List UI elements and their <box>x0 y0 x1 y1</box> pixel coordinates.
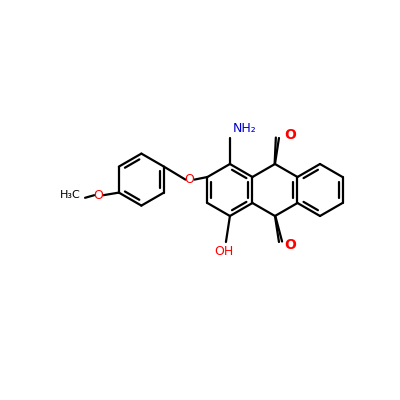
Text: O: O <box>284 128 296 142</box>
Text: H₃C: H₃C <box>60 190 81 200</box>
Text: OH: OH <box>214 245 234 258</box>
Text: NH₂: NH₂ <box>233 122 257 135</box>
Text: O: O <box>184 173 194 186</box>
Text: O: O <box>284 238 296 252</box>
Text: O: O <box>93 189 103 202</box>
